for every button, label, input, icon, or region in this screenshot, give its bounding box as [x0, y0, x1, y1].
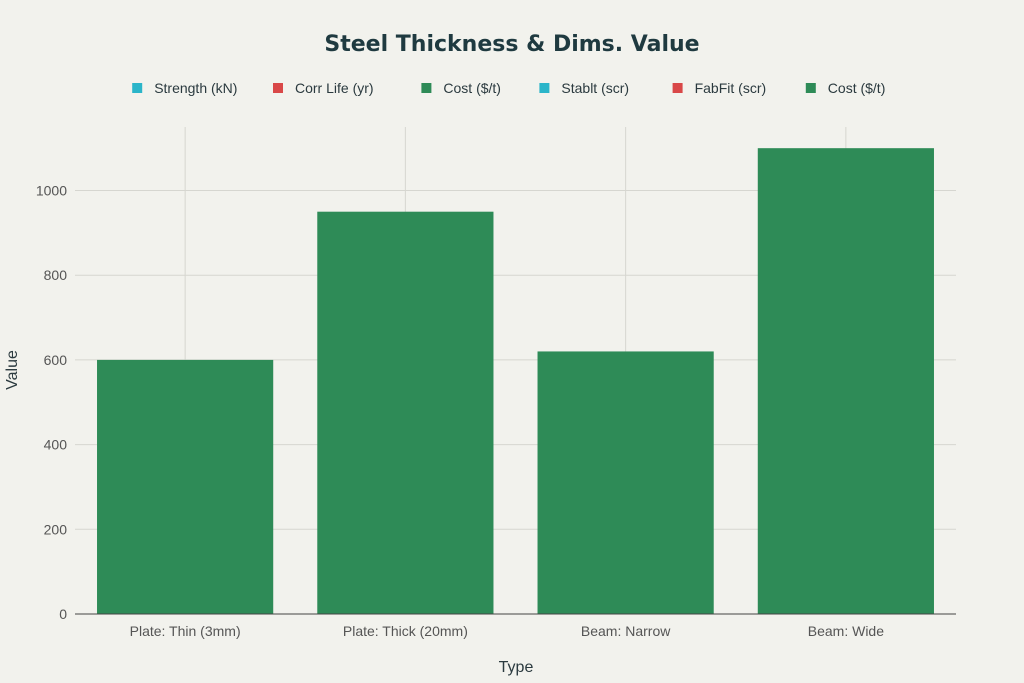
y-tick-label: 600 [44, 352, 68, 368]
x-tick-label: Beam: Narrow [581, 623, 671, 639]
bar [317, 211, 494, 614]
x-tick-label: Plate: Thin (3mm) [130, 623, 241, 639]
y-axis-title: Value [4, 350, 21, 390]
legend-swatch [132, 83, 143, 93]
legend-label: FabFit (scr) [695, 80, 767, 96]
y-tick-label: 800 [44, 267, 68, 283]
legend: Strength (kN) Corr Life (yr) Cost ($/t) Sta… [132, 80, 885, 96]
bar [97, 359, 274, 614]
legend-swatch [539, 83, 550, 93]
y-tick-label: 400 [44, 437, 68, 453]
legend-swatch [273, 83, 283, 93]
legend-label: Cost ($/t) [443, 80, 501, 96]
chart-title: Steel Thickness & Dims. Value [324, 32, 699, 57]
axes: 0 200 400 600 800 1000 Plate: Thin (3mm) Plate:… [36, 183, 956, 639]
legend-swatch [805, 83, 816, 93]
legend-label: Strength (kN) [154, 80, 237, 96]
legend-label: Stablt (scr) [561, 80, 629, 96]
y-tick-label: 1000 [36, 183, 67, 199]
legend-swatch [421, 83, 432, 93]
legend-label: Cost ($/t) [828, 80, 886, 96]
y-tick-label: 0 [59, 606, 67, 622]
legend-label: Corr Life (yr) [295, 80, 374, 96]
bar [537, 351, 714, 614]
y-tick-label: 200 [44, 521, 68, 537]
bar [757, 148, 934, 614]
legend-swatch [672, 83, 683, 93]
bars [97, 148, 934, 614]
x-tick-label: Plate: Thick (20mm) [343, 623, 468, 639]
x-tick-label: Beam: Wide [808, 623, 884, 639]
x-axis-title: Type [499, 659, 534, 676]
